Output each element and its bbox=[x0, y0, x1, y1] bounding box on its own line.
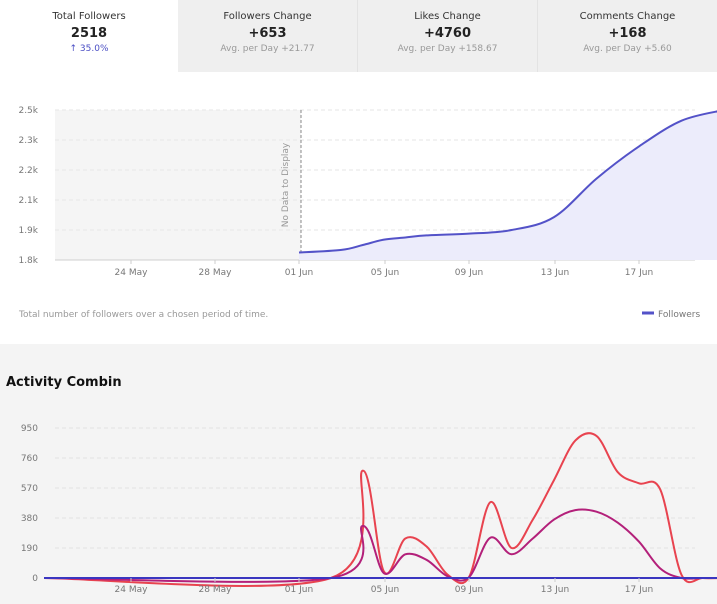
stat-average: Avg. per Day +158.67 bbox=[397, 44, 498, 54]
stat-label: Comments Change bbox=[579, 11, 676, 22]
stat-value: +4760 bbox=[423, 26, 472, 41]
activity-title: Activity Combin bbox=[6, 375, 122, 390]
x-tick-label: 28 May bbox=[199, 268, 233, 278]
activity-chart: 0 190 380 570 760 950 24 May 28 May 01 Jun 05 Ju… bbox=[21, 424, 717, 595]
stats-bar: Total Followers 2518 ↑ 35.0% Followers C… bbox=[0, 0, 717, 72]
y-tick-label: 1.9k bbox=[18, 226, 38, 236]
stat-value: 2518 bbox=[70, 26, 108, 41]
stat-card-total-followers[interactable]: Total Followers 2518 ↑ 35.0% bbox=[0, 0, 178, 72]
legend-label: Followers bbox=[658, 310, 700, 320]
chart-legend[interactable]: Followers bbox=[642, 310, 700, 320]
x-tick-label: 13 Jun bbox=[541, 268, 569, 278]
x-tick-label: 17 Jun bbox=[625, 268, 653, 278]
x-tick-label: 24 May bbox=[115, 585, 149, 595]
stat-label: Likes Change bbox=[414, 11, 481, 22]
no-data-region bbox=[55, 110, 301, 260]
chart-caption: Total number of followers over a chosen … bbox=[18, 310, 268, 320]
activity-line-comments bbox=[43, 508, 717, 583]
activity-gridlines bbox=[55, 427, 695, 579]
stat-average: Avg. per Day +5.60 bbox=[583, 44, 672, 54]
y-tick-label: 0 bbox=[32, 574, 38, 584]
stat-card-followers-change[interactable]: Followers Change +653 Avg. per Day +21.7… bbox=[178, 0, 358, 72]
y-tick-label: 1.8k bbox=[18, 256, 38, 266]
stat-label: Total Followers bbox=[52, 11, 126, 22]
y-tick-label: 2.3k bbox=[18, 136, 38, 146]
stat-card-comments-change[interactable]: Comments Change +168 Avg. per Day +5.60 bbox=[538, 0, 717, 72]
followers-area bbox=[299, 111, 717, 260]
y-tick-label: 2.5k bbox=[18, 106, 38, 116]
y-tick-label: 2.2k bbox=[18, 166, 38, 176]
activity-lines bbox=[43, 432, 717, 587]
y-tick-label: 950 bbox=[21, 424, 38, 434]
y-tick-label: 380 bbox=[21, 514, 38, 524]
stat-average: Avg. per Day +21.77 bbox=[220, 44, 315, 54]
x-tick-label: 01 Jun bbox=[285, 268, 313, 278]
no-data-label: No Data to Display bbox=[281, 142, 291, 227]
x-tick-label: 05 Jun bbox=[371, 268, 399, 278]
x-tick-label: 09 Jun bbox=[455, 268, 483, 278]
x-tick-label: 01 Jun bbox=[285, 585, 313, 595]
y-tick-label: 190 bbox=[21, 544, 38, 554]
followers-line bbox=[298, 110, 717, 254]
stat-value: +653 bbox=[248, 26, 287, 41]
stat-growth: ↑ 35.0% bbox=[69, 44, 109, 54]
x-tick-label: 17 Jun bbox=[625, 585, 653, 595]
stat-label: Followers Change bbox=[223, 11, 312, 22]
followers-y-ticks: 1.8k 1.9k 2.1k 2.2k 2.3k 2.5k bbox=[18, 106, 38, 266]
x-tick-label: 05 Jun bbox=[371, 585, 399, 595]
y-tick-label: 2.1k bbox=[18, 196, 38, 206]
x-tick-label: 28 May bbox=[199, 585, 233, 595]
activity-line-likes bbox=[43, 432, 717, 587]
activity-section: Activity Combin 0 190 380 570 760 950 24 May 2… bbox=[0, 344, 717, 604]
activity-x-ticks: 24 May 28 May 01 Jun 05 Jun 09 Jun 13 Jun 17 J… bbox=[115, 578, 653, 595]
followers-x-ticks: 24 May 28 May 01 Jun 05 Jun 09 Jun 13 Jun 17 J… bbox=[115, 260, 653, 278]
x-tick-label: 24 May bbox=[115, 268, 149, 278]
x-tick-label: 13 Jun bbox=[541, 585, 569, 595]
y-tick-label: 760 bbox=[21, 454, 38, 464]
x-tick-label: 09 Jun bbox=[455, 585, 483, 595]
followers-chart: No Data to Display 1.8k 1.9k 2.1k 2.2k 2.3k 2… bbox=[18, 106, 717, 320]
stat-card-likes-change[interactable]: Likes Change +4760 Avg. per Day +158.67 bbox=[358, 0, 538, 72]
y-tick-label: 570 bbox=[21, 484, 38, 494]
followers-chart-card: No Data to Display 1.8k 1.9k 2.1k 2.2k 2.3k 2… bbox=[0, 72, 717, 344]
activity-y-ticks: 0 190 380 570 760 950 bbox=[21, 424, 38, 584]
stat-value: +168 bbox=[608, 26, 647, 41]
